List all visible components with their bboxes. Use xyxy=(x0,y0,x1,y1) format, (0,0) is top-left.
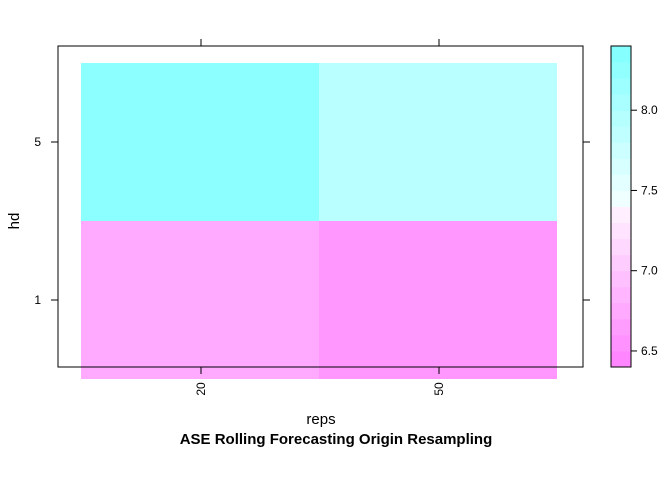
x-tick-label: 20 xyxy=(194,382,208,396)
colorbar-band xyxy=(611,126,631,143)
axis-ticks: 20 50 1 5 xyxy=(34,39,590,396)
colorbar-tick-label: 6.5 xyxy=(641,344,658,358)
colorbar-band xyxy=(611,238,631,256)
colorbar-band xyxy=(611,222,631,240)
colorbar-tick-label: 7.5 xyxy=(641,183,658,197)
colorbar-band xyxy=(611,286,631,304)
colorbar-band xyxy=(611,334,631,352)
x-tick-label: 50 xyxy=(432,382,446,396)
chart-title: ASE Rolling Forecasting Origin Resamplin… xyxy=(180,431,493,448)
colorbar-band xyxy=(611,254,631,272)
colorbar-border xyxy=(610,45,632,368)
colorbar-band xyxy=(611,174,631,191)
y-axis-title: hd xyxy=(6,213,23,230)
colorbar-band xyxy=(611,206,631,224)
heatmap-cell xyxy=(319,221,557,379)
colorbar-band xyxy=(611,46,631,63)
heatmap-cell xyxy=(81,221,319,379)
colorbar-band xyxy=(611,270,631,288)
colorbar: 6.5 7.0 7.5 8.0 xyxy=(611,46,658,368)
colorbar-band xyxy=(611,110,631,127)
colorbar-tick-label: 7.0 xyxy=(641,264,658,278)
colorbar-band xyxy=(611,142,631,159)
heatmap-cell xyxy=(319,63,557,221)
x-axis-title: reps xyxy=(306,411,335,428)
heatmap-cells xyxy=(81,63,557,379)
colorbar-band xyxy=(611,78,631,95)
colorbar-band xyxy=(611,318,631,336)
colorbar-tick-label: 8.0 xyxy=(641,103,658,117)
colorbar-band xyxy=(611,302,631,320)
heatmap-cell xyxy=(81,63,319,221)
colorbar-band xyxy=(611,190,631,207)
colorbar-band xyxy=(611,350,631,368)
colorbar-band xyxy=(611,62,631,79)
colorbar-band xyxy=(611,94,631,111)
colorbar-band xyxy=(611,158,631,175)
y-tick-label: 1 xyxy=(34,293,41,307)
plot-panel-border xyxy=(57,45,584,368)
y-tick-label: 5 xyxy=(34,135,41,149)
